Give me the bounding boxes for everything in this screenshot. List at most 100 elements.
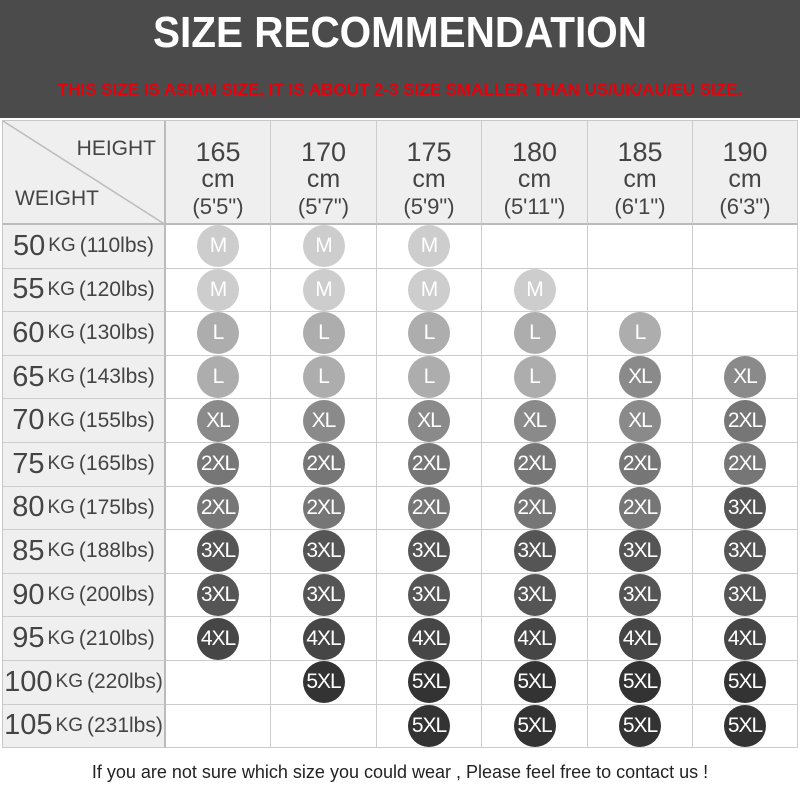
- size-badge: 2XL: [302, 443, 345, 486]
- size-badge: L: [408, 312, 450, 355]
- size-badge: 2XL: [513, 443, 556, 486]
- weight-unit: KG: [47, 496, 75, 518]
- size-badge: 5XL: [619, 661, 661, 704]
- size-cell: 5XL: [377, 704, 482, 749]
- weight-lbs: (120lbs): [78, 277, 155, 301]
- size-cell: 5XL: [482, 661, 588, 705]
- size-cell: 2XL: [693, 443, 798, 487]
- weight-kg: 90: [12, 578, 45, 611]
- size-cell: M: [166, 268, 271, 313]
- size-badge: 5XL: [513, 704, 556, 747]
- size-cell: 3XL: [588, 530, 693, 574]
- size-badge: XL: [197, 399, 239, 442]
- height-unit: cm: [623, 165, 657, 193]
- size-badge: 4XL: [197, 617, 239, 660]
- size-cell: L: [588, 312, 693, 356]
- weight-unit: KG: [55, 671, 83, 693]
- size-cell: 5XL: [693, 661, 798, 705]
- size-cell: L: [377, 312, 482, 356]
- size-badge: 5XL: [408, 661, 450, 704]
- weight-unit: KG: [47, 278, 75, 300]
- weight-unit: KG: [47, 540, 75, 562]
- size-cell: M: [377, 268, 482, 313]
- weight-row-header: 60 KG (130lbs): [3, 312, 166, 356]
- weight-lbs: (155lbs): [78, 408, 155, 432]
- height-column-header: 175 cm (5'9"): [377, 121, 482, 225]
- weight-row-header: 95 KG (210lbs): [3, 617, 166, 661]
- height-column-header: 185 cm (6'1"): [588, 121, 693, 225]
- weight-unit: KG: [48, 235, 76, 257]
- size-cell: L: [271, 312, 377, 356]
- height-ft: (5'9"): [403, 194, 455, 219]
- size-cell: [588, 225, 693, 269]
- size-badge: M: [513, 268, 556, 311]
- size-cell: L: [482, 355, 588, 400]
- size-badge: 3XL: [619, 530, 661, 573]
- size-badge: 3XL: [408, 574, 450, 617]
- size-cell: 4XL: [482, 617, 588, 661]
- size-cell: M: [166, 225, 271, 269]
- size-cell: XL: [693, 355, 798, 400]
- size-cell: 5XL: [588, 661, 693, 705]
- size-cell: 2XL: [166, 443, 271, 487]
- size-badge: XL: [724, 356, 766, 399]
- size-cell: [588, 268, 693, 313]
- weight-kg: 100: [4, 665, 53, 698]
- weight-label: WEIGHT: [15, 187, 99, 210]
- size-cell: 3XL: [588, 573, 693, 618]
- size-cell: 3XL: [377, 530, 482, 574]
- size-cell: 2XL: [271, 486, 377, 531]
- weight-lbs: (165lbs): [78, 452, 155, 476]
- size-badge: M: [408, 225, 450, 268]
- size-badge: 3XL: [302, 574, 345, 617]
- weight-lbs: (200lbs): [78, 583, 155, 607]
- size-cell: XL: [588, 399, 693, 443]
- size-cell: M: [271, 225, 377, 269]
- weight-lbs: (110lbs): [79, 234, 155, 258]
- height-column-header: 170 cm (5'7"): [271, 121, 377, 225]
- table-corner: HEIGHT WEIGHT: [3, 121, 166, 225]
- size-badge: 5XL: [302, 661, 345, 704]
- weight-row-header: 70 KG (155lbs): [3, 399, 166, 443]
- size-badge: 3XL: [197, 530, 239, 573]
- size-cell: L: [271, 355, 377, 400]
- size-badge: L: [197, 356, 239, 399]
- size-cell: 4XL: [693, 617, 798, 661]
- size-badge: 3XL: [724, 486, 766, 529]
- weight-lbs: (130lbs): [78, 321, 155, 345]
- size-badge: 3XL: [513, 530, 556, 573]
- size-badge: 3XL: [619, 574, 661, 617]
- page-title: SIZE RECOMMENDATION: [152, 8, 648, 57]
- size-cell: XL: [482, 399, 588, 443]
- weight-kg: 70: [12, 404, 45, 437]
- size-badge: L: [302, 356, 345, 399]
- size-warning: THIS SIZE IS ASIAN SIZE, IT IS ABOUT 2-3…: [57, 80, 743, 99]
- size-cell: 4XL: [271, 617, 377, 661]
- weight-row-header: 100 KG (220lbs): [3, 661, 166, 705]
- height-label: HEIGHT: [76, 137, 156, 160]
- size-cell: [166, 704, 271, 749]
- height-ft: (5'5"): [192, 194, 244, 219]
- height-ft: (6'1"): [614, 194, 666, 219]
- weight-unit: KG: [47, 627, 75, 649]
- size-badge: L: [619, 312, 661, 355]
- weight-kg: 50: [12, 229, 46, 262]
- height-ft: (5'11"): [503, 194, 566, 219]
- weight-row-header: 65 KG (143lbs): [3, 355, 166, 400]
- size-cell: 3XL: [482, 573, 588, 618]
- size-cell: 3XL: [693, 530, 798, 574]
- size-badge: XL: [302, 399, 345, 442]
- size-badge: 5XL: [408, 704, 450, 747]
- size-badge: M: [197, 268, 239, 311]
- size-cell: 3XL: [166, 530, 271, 574]
- height-unit: cm: [306, 165, 341, 193]
- size-cell: L: [166, 312, 271, 356]
- size-cell: XL: [166, 399, 271, 443]
- height-ft: (5'7"): [297, 194, 350, 219]
- size-cell: [166, 661, 271, 705]
- height-cm: 170: [300, 137, 347, 167]
- size-cell: XL: [377, 399, 482, 443]
- weight-lbs: (210lbs): [78, 626, 155, 650]
- size-badge: 3XL: [724, 530, 766, 573]
- size-badge: M: [197, 225, 239, 268]
